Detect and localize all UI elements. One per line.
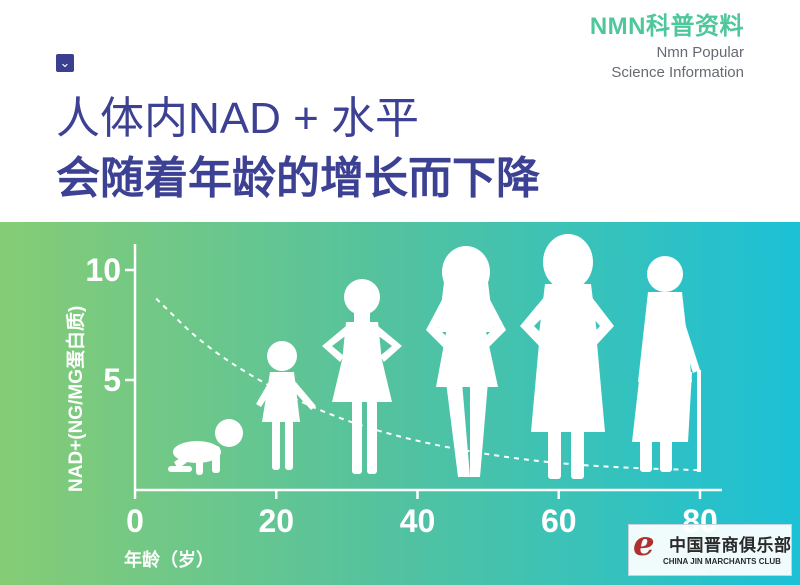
x-axis-label: 年龄（岁） bbox=[124, 549, 214, 570]
club-name-cn: 中国晋商俱乐部 bbox=[669, 536, 792, 555]
baby-icon bbox=[168, 419, 243, 475]
x-tick-label: 40 bbox=[400, 503, 436, 539]
trend-line-series bbox=[155, 297, 701, 472]
y-tick-label: 5 bbox=[103, 362, 121, 398]
young-woman-icon bbox=[426, 246, 506, 477]
y-tick-label: 10 bbox=[85, 252, 121, 288]
x-tick-label: 60 bbox=[541, 503, 577, 539]
brand-title: NMN科普资料 bbox=[589, 13, 744, 40]
y-axis-label: NAD+(NG/MG蛋白质) bbox=[64, 306, 87, 492]
girl-icon bbox=[322, 279, 402, 474]
club-logo-icon: e bbox=[633, 524, 655, 564]
toddler-icon bbox=[256, 341, 316, 470]
adult-woman-icon bbox=[520, 234, 614, 479]
x-tick-label: 0 bbox=[126, 503, 144, 539]
club-name-en: CHINA JIN MARCHANTS CLUB bbox=[663, 557, 781, 566]
page-title-line1: 人体内NAD + 水平 bbox=[56, 94, 420, 143]
brand-subtitle-line2: Science Information bbox=[611, 64, 744, 81]
chevron-down-icon: ⌄ bbox=[56, 54, 74, 72]
brand-subtitle-line1: Nmn Popular bbox=[656, 44, 744, 61]
cropped-top-text bbox=[60, 0, 130, 2]
x-tick-label: 20 bbox=[258, 503, 294, 539]
elderly-woman-icon bbox=[632, 256, 701, 472]
watermark-badge: e 中国晋商俱乐部 CHINA JIN MARCHANTS CLUB bbox=[628, 524, 792, 576]
header-area: NMN科普资料 Nmn Popular Science Information … bbox=[0, 0, 800, 222]
page-title-line2: 会随着年龄的增长而下降 bbox=[56, 154, 540, 203]
